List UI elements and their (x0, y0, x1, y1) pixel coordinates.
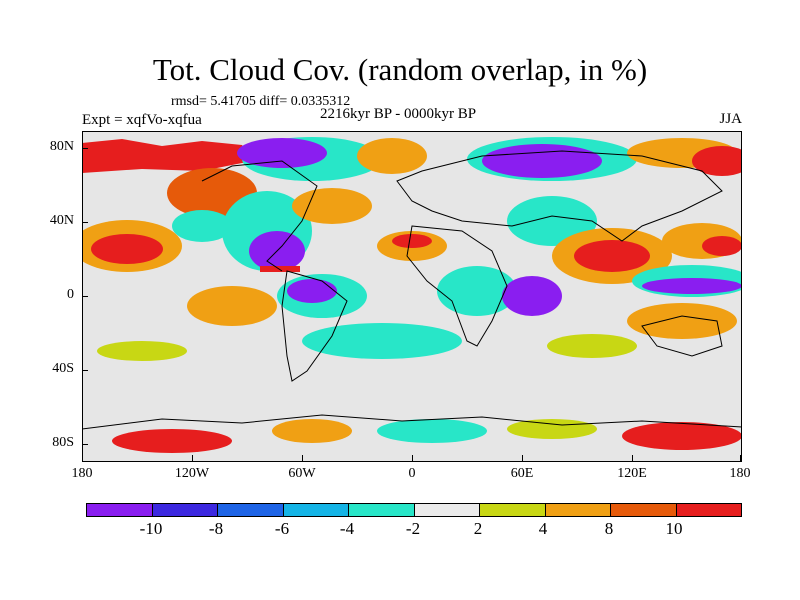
ytick-0 (82, 296, 88, 297)
ytick-40n (82, 222, 88, 223)
xlabel-60w: 60W (288, 466, 316, 481)
xtick-180e (740, 455, 741, 461)
colorbar-label: 2 (473, 519, 483, 538)
anomaly-contours (82, 137, 742, 453)
anomaly-map (82, 131, 742, 462)
ytick-80n (82, 148, 88, 149)
ylabel-80s: 80S (52, 435, 74, 450)
xtick-60e (522, 455, 523, 461)
season-label: JJA (719, 111, 742, 127)
xlabel-0: 0 (408, 466, 416, 481)
colorbar-label: -10 (139, 519, 163, 538)
stats-line: rmsd= 5.41705 diff= 0.0335312 (171, 94, 351, 109)
colorbar-label: 10 (665, 519, 683, 538)
plot-title: Tot. Cloud Cov. (random overlap, in %) (152, 52, 648, 87)
xlabel-180w: 180 (71, 466, 93, 481)
colorbar-segment (349, 504, 415, 516)
colorbar-segment (283, 504, 349, 516)
colorbar-label: -6 (274, 519, 290, 538)
colorbar-segment (87, 504, 153, 516)
colorbar-label: -4 (339, 519, 355, 538)
colorbar-segment (218, 504, 284, 516)
xtick-180w (82, 455, 83, 461)
xtick-0 (412, 455, 413, 461)
xtick-120e (632, 455, 633, 461)
coastlines (82, 150, 742, 430)
colorbar-label: 4 (538, 519, 548, 538)
colorbar-label: 8 (604, 519, 614, 538)
ylabel-40s: 40S (52, 361, 74, 376)
ylabel-80n: 80N (49, 139, 74, 154)
colorbar-segment (480, 504, 546, 516)
xtick-120w (192, 455, 193, 461)
xtick-60w (302, 455, 303, 461)
colorbar-segment (545, 504, 611, 516)
colorbar-segment (152, 504, 218, 516)
experiment-label: Expt = xqfVo-xqfua (82, 112, 202, 128)
xlabel-180e: 180 (729, 466, 751, 481)
ylabel-40n: 40N (49, 213, 74, 228)
colorbar (86, 503, 742, 517)
map-field (82, 137, 742, 453)
xlabel-60e: 60E (510, 466, 534, 481)
colorbar-segment (414, 504, 480, 516)
ylabel-0: 0 (67, 287, 74, 302)
xlabel-120w: 120W (174, 466, 210, 481)
colorbar-label: -8 (208, 519, 224, 538)
colorbar-segment (611, 504, 677, 516)
period-label: 2216kyr BP - 0000kyr BP (320, 106, 477, 122)
ytick-80s (82, 444, 88, 445)
xlabel-120e: 120E (617, 466, 647, 481)
colorbar-segment (676, 504, 741, 516)
colorbar-label: -2 (405, 519, 421, 538)
ytick-40s (82, 370, 88, 371)
